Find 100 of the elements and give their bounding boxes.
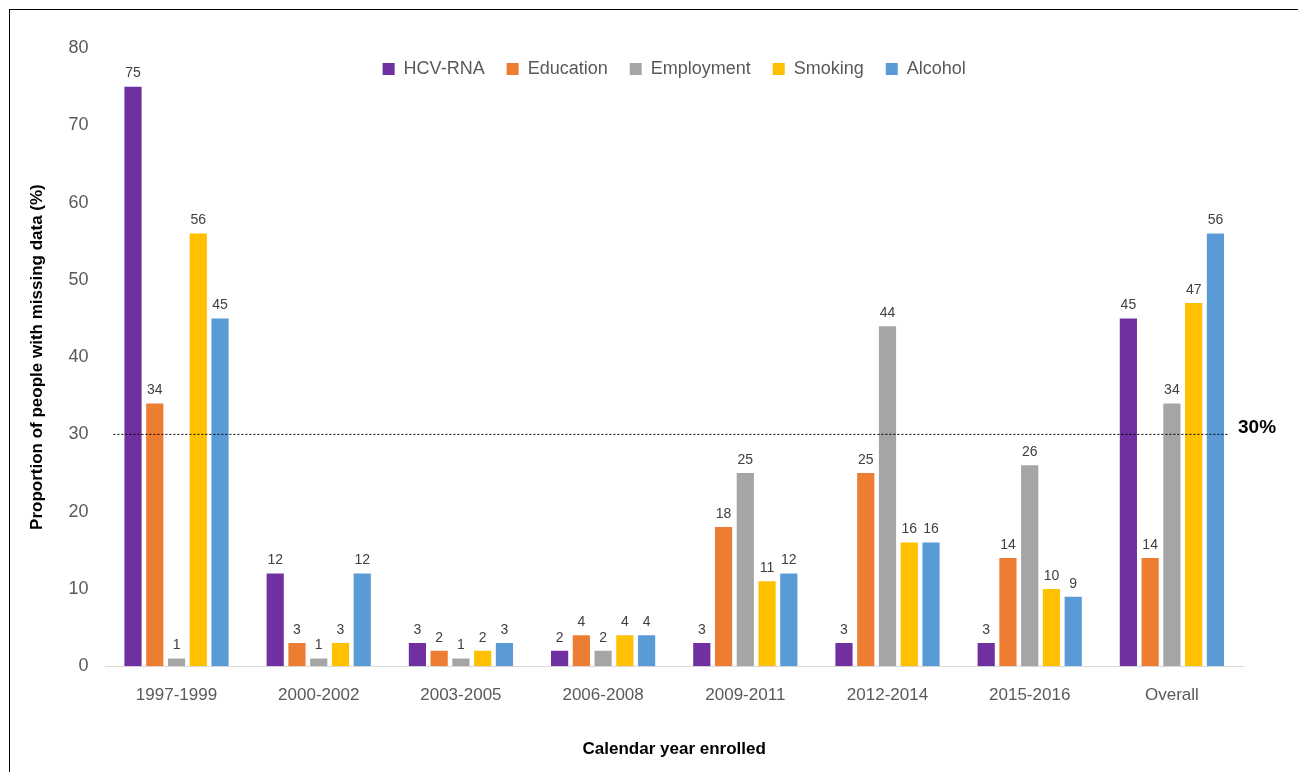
data-label: 3 — [982, 620, 991, 637]
data-label: 3 — [840, 620, 849, 637]
data-label: 16 — [923, 520, 940, 537]
legend-label: Employment — [650, 57, 751, 78]
data-label: 3 — [500, 620, 509, 637]
y-tick-label: 0 — [78, 655, 89, 676]
bar — [331, 643, 350, 667]
bar — [1119, 318, 1137, 667]
y-tick-label: 60 — [68, 191, 89, 212]
data-label: 26 — [1021, 443, 1038, 460]
data-label: 2 — [555, 628, 564, 645]
data-label: 18 — [715, 504, 732, 521]
bar — [288, 643, 306, 667]
bar — [616, 635, 634, 667]
x-tick-label: 1997-1999 — [135, 685, 218, 705]
bar — [572, 635, 590, 667]
x-tick-label: 2015-2016 — [989, 685, 1071, 705]
data-label: 75 — [125, 64, 141, 81]
data-label: 9 — [1069, 574, 1078, 591]
legend-label: HCV-RNA — [403, 57, 485, 78]
bar — [1064, 596, 1082, 667]
data-label: 4 — [620, 613, 629, 630]
data-label: 45 — [1120, 296, 1137, 313]
bar — [310, 658, 328, 667]
bar — [211, 318, 229, 667]
y-tick-label: 50 — [68, 268, 89, 289]
x-tick-label: 2006-2008 — [562, 685, 644, 705]
x-axis-title: Calendar year enrolled — [582, 739, 766, 759]
data-label: 4 — [642, 613, 651, 630]
bar — [638, 635, 656, 667]
x-tick-label: 2003-2005 — [420, 685, 502, 705]
bar — [408, 643, 426, 667]
bar — [266, 573, 284, 667]
data-label: 14 — [1000, 535, 1016, 552]
y-tick-label: 80 — [68, 36, 89, 57]
bar — [430, 650, 448, 667]
y-tick-label: 10 — [68, 577, 89, 598]
bar — [878, 326, 897, 667]
ref-line-label: 30% — [1238, 415, 1277, 437]
data-label: 3 — [413, 620, 422, 637]
data-label: 4 — [577, 613, 586, 630]
data-label: 11 — [759, 559, 775, 576]
bar — [857, 473, 875, 667]
data-label: 25 — [737, 450, 754, 467]
bar — [189, 233, 207, 667]
bar — [1141, 558, 1159, 667]
bar — [780, 573, 798, 667]
data-label: 34 — [1164, 381, 1180, 398]
bar — [551, 650, 569, 667]
bar — [124, 86, 142, 667]
bar — [474, 650, 492, 667]
data-label: 1 — [172, 636, 181, 653]
data-label: 3 — [697, 620, 706, 637]
x-tick-label: 2000-2002 — [278, 685, 360, 705]
data-label: 16 — [901, 520, 918, 537]
bar — [167, 658, 186, 667]
bar — [835, 643, 853, 667]
bar — [1206, 233, 1225, 667]
data-label: 45 — [212, 296, 229, 313]
legend-label: Alcohol — [906, 57, 966, 78]
bar — [495, 643, 514, 667]
bar — [999, 558, 1017, 667]
data-label: 56 — [1207, 211, 1224, 228]
data-label: 2 — [478, 628, 487, 645]
data-label: 3 — [336, 620, 345, 637]
data-label: 34 — [146, 381, 163, 398]
y-tick-label: 40 — [68, 346, 89, 367]
bar — [1185, 303, 1203, 667]
x-tick-label: Overall — [1144, 685, 1199, 705]
y-tick-label: 70 — [68, 114, 89, 135]
bar — [736, 473, 754, 667]
bar — [1021, 465, 1039, 667]
bar — [452, 658, 470, 667]
bar — [353, 573, 371, 667]
data-label: 12 — [354, 551, 371, 568]
data-label: 10 — [1043, 566, 1060, 583]
bar — [693, 643, 711, 667]
data-label: 12 — [267, 551, 284, 568]
bar — [1042, 588, 1061, 667]
y-axis-title: Proportion of people with missing data (%) — [26, 184, 46, 530]
data-label: 2 — [599, 628, 608, 645]
bar — [1163, 403, 1181, 667]
x-tick-label: 2009-2011 — [705, 685, 786, 705]
data-label: 14 — [1142, 535, 1159, 552]
data-label: 12 — [781, 551, 797, 568]
data-label: 56 — [190, 211, 207, 228]
data-label: 25 — [857, 450, 874, 467]
bar — [758, 581, 776, 667]
data-label: 44 — [879, 304, 896, 321]
legend-label: Smoking — [793, 57, 864, 78]
bar — [594, 650, 612, 667]
y-tick-label: 30 — [68, 423, 89, 444]
data-label: 1 — [314, 636, 323, 653]
legend-label: Education — [527, 57, 608, 78]
x-tick-label: 2012-2014 — [846, 685, 929, 705]
bar — [714, 527, 733, 667]
bar — [900, 542, 918, 667]
bar — [977, 643, 995, 667]
data-label: 47 — [1185, 280, 1202, 297]
y-tick-label: 20 — [68, 500, 89, 521]
